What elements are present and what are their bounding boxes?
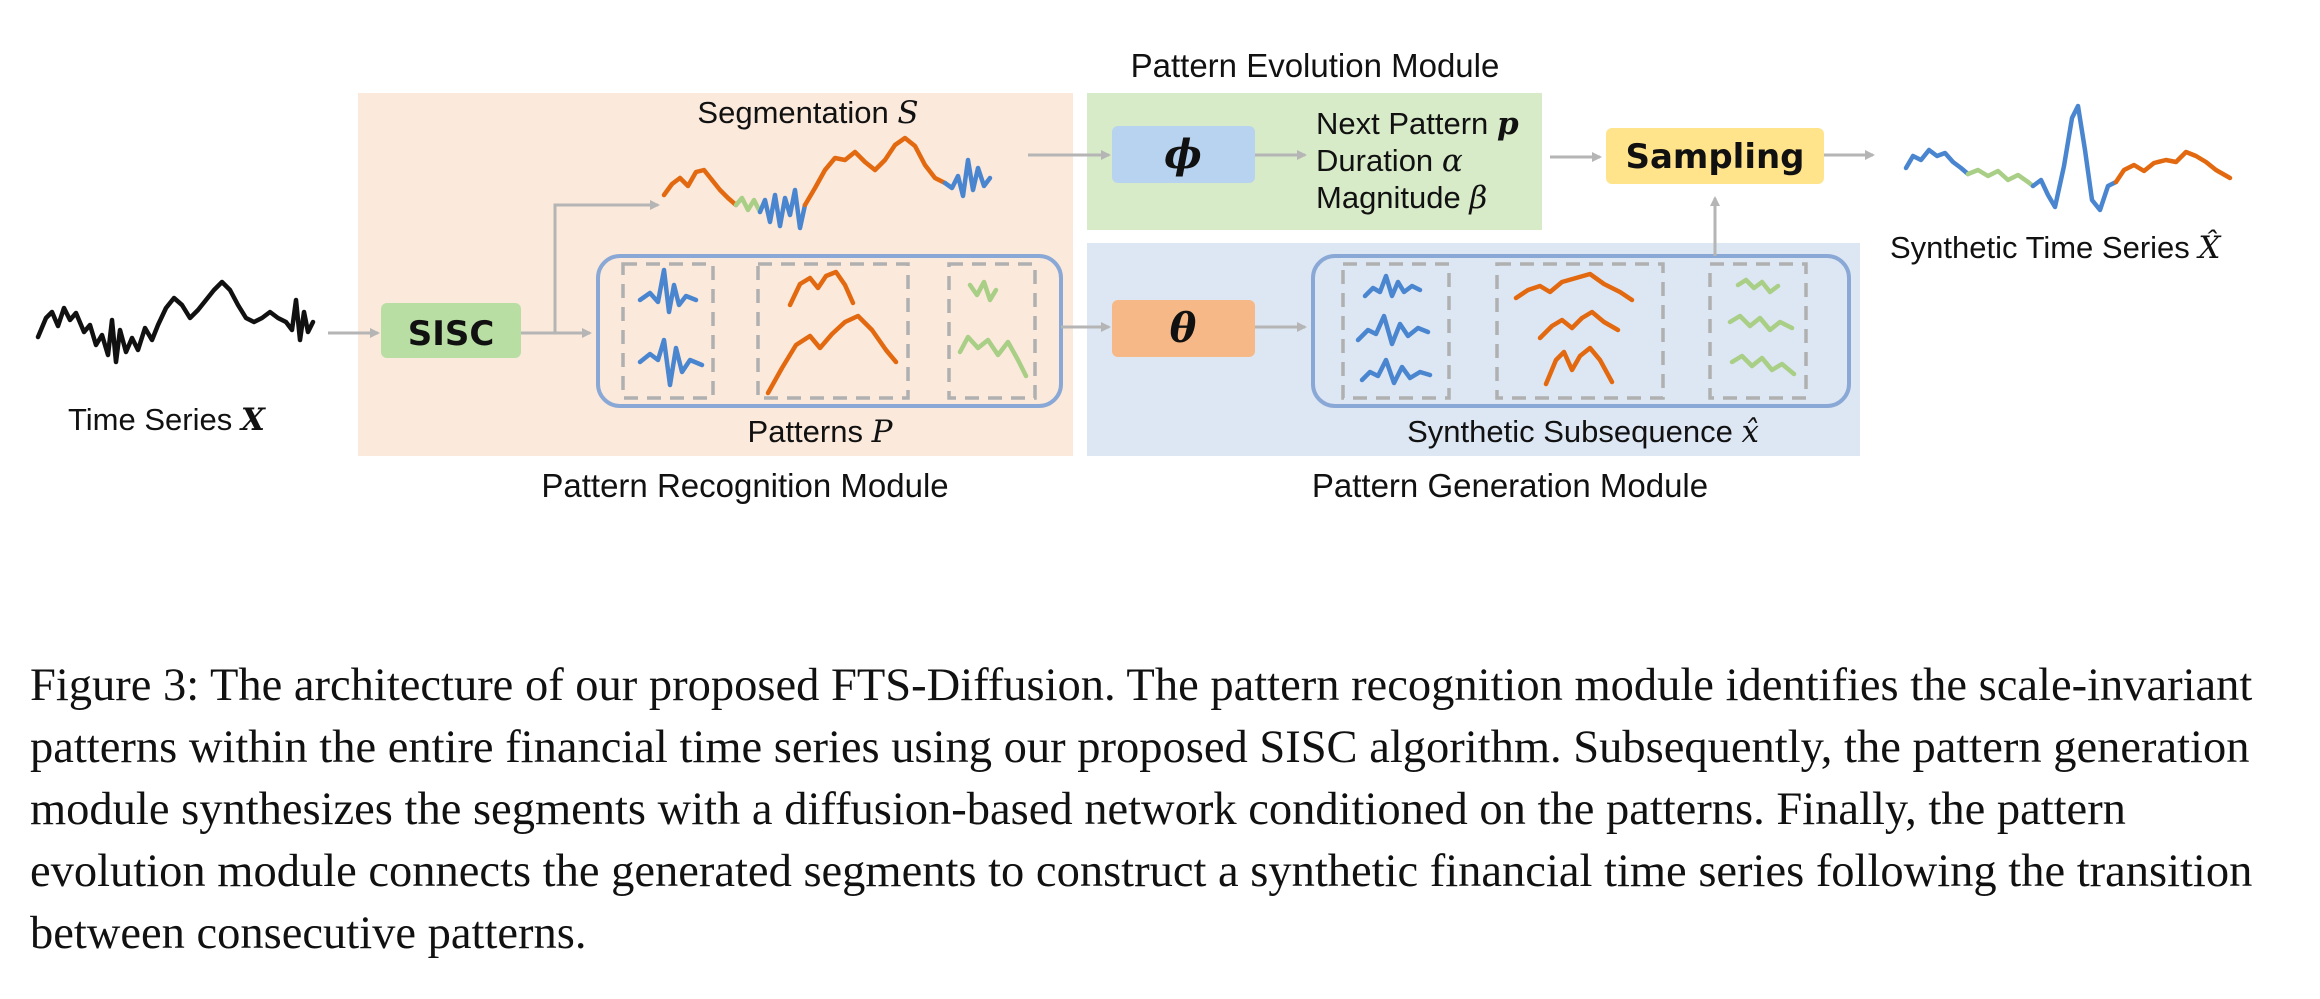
synthetic-subsequence-label: Synthetic Subsequence x̂ [1407, 414, 1759, 450]
sisc-label: SISC [408, 314, 495, 354]
theta-box [1112, 300, 1255, 357]
time-series-label: Time Series X [68, 402, 267, 438]
pattern-cluster-blue [621, 262, 715, 400]
subsequence-green-2 [1727, 313, 1795, 333]
synthetic-series-green [1965, 167, 2036, 189]
segmentation-series-blue-1 [757, 187, 808, 231]
sampling-box [1606, 128, 1824, 184]
synthetic-series-blue-2 [2030, 103, 2119, 213]
subsequence-green-1 [1735, 277, 1781, 295]
subsequence-orange-2 [1537, 309, 1621, 341]
input-time-series-line [35, 279, 316, 365]
subsequence-green-3 [1729, 353, 1797, 377]
segmentation-series-green [733, 195, 763, 215]
subsequence-blue-2 [1355, 313, 1431, 347]
pattern-cluster-orange [756, 262, 910, 400]
magnitude-label: Magnitude β [1316, 180, 1487, 216]
next-pattern-label: Next Pattern p [1316, 106, 1519, 142]
pattern-green-1 [967, 279, 999, 303]
subsequence-blue-1 [1362, 273, 1423, 299]
phi-label: ϕ [1164, 131, 1202, 178]
synthetic-series-blue-1 [1903, 147, 1971, 177]
subsequence-orange-3 [1543, 345, 1615, 387]
segmentation-series-orange-1 [661, 167, 739, 208]
duration-label: Duration α [1316, 143, 1463, 179]
pattern-cluster-green [947, 262, 1037, 400]
arrow-sisc-to-segmentation [553, 200, 660, 333]
theta-label: θ [1170, 305, 1197, 352]
phi-box [1112, 126, 1255, 183]
pattern-blue-2 [637, 337, 705, 388]
patterns-container [596, 254, 1063, 408]
segmentation-label: Segmentation S [697, 95, 918, 131]
patterns-label: Patterns P [748, 414, 894, 450]
synthetic-series-orange [2113, 149, 2233, 185]
pattern-orange-2 [765, 313, 899, 396]
evolution-module-title: Pattern Evolution Module [1131, 47, 1500, 84]
pattern-green-2 [957, 334, 1029, 379]
pattern-blue-1 [637, 267, 699, 315]
segmentation-series-blue-2 [942, 157, 993, 199]
pattern-orange-1 [787, 269, 856, 308]
sisc-box [381, 303, 521, 358]
figure-caption: Figure 3: The architecture of our propos… [30, 660, 2253, 959]
subsequence-container [1311, 254, 1851, 408]
subsequence-cluster-blue [1341, 262, 1451, 400]
sampling-label: Sampling [1625, 137, 1804, 177]
synthetic-time-series-label: Synthetic Time Series X̂ [1890, 228, 2222, 266]
generation-module-title: Pattern Generation Module [1312, 467, 1708, 504]
segmentation-series-orange-2 [802, 135, 948, 208]
architecture-diagram: Pattern Evolution Module Pattern Recogni… [35, 47, 2233, 504]
subsequence-orange-1 [1513, 271, 1635, 303]
subsequence-cluster-orange [1495, 262, 1665, 400]
recognition-module-title: Pattern Recognition Module [541, 467, 948, 504]
subsequence-cluster-green [1708, 262, 1808, 400]
subsequence-blue-3 [1359, 357, 1433, 386]
